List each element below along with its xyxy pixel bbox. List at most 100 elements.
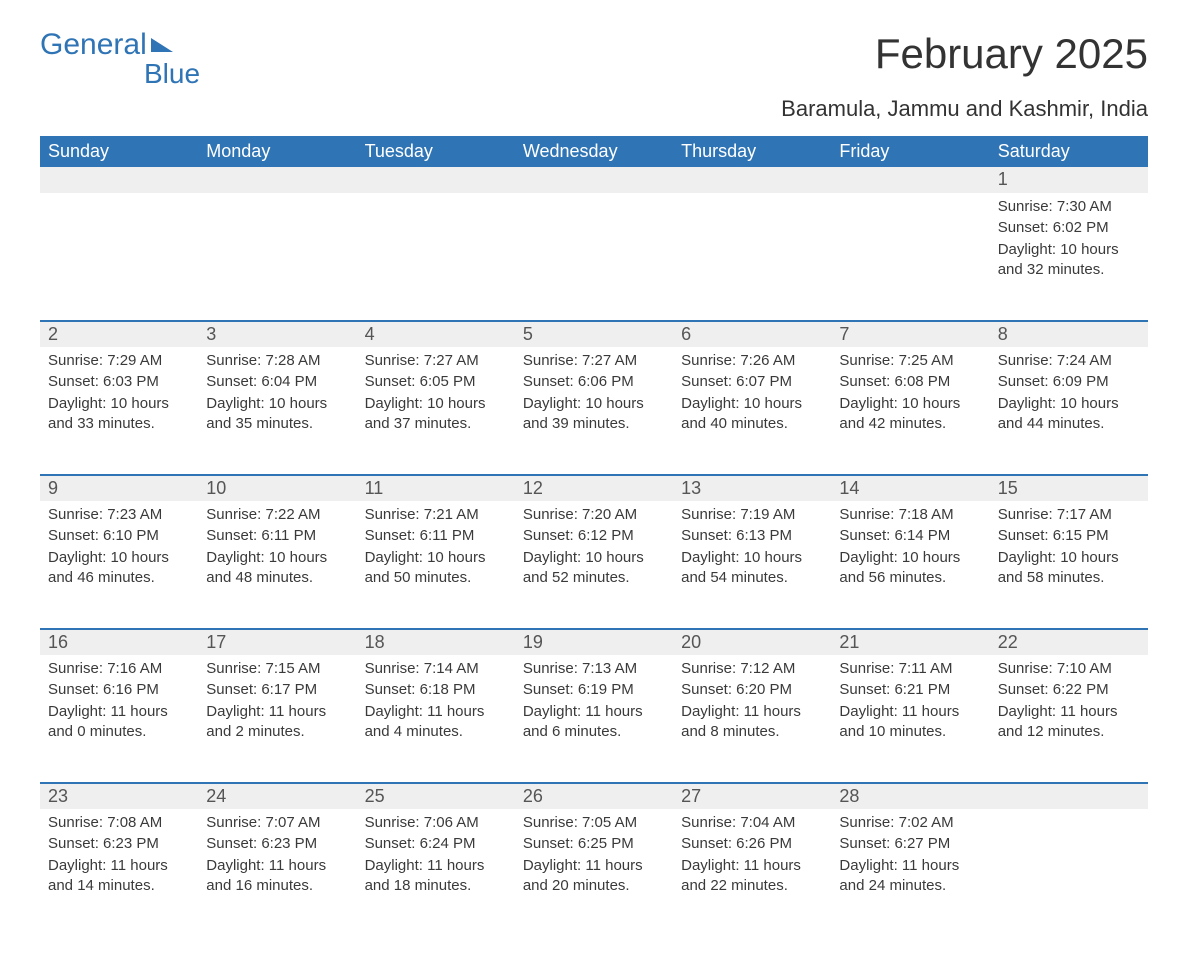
title-block: February 2025 Baramula, Jammu and Kashmi…	[781, 30, 1148, 130]
sunrise-line: Sunrise: 7:29 AM	[48, 351, 190, 371]
day-cell	[198, 193, 356, 321]
day-cell: Sunrise: 7:26 AMSunset: 6:07 PMDaylight:…	[673, 347, 831, 475]
sunrise-line: Sunrise: 7:12 AM	[681, 659, 823, 679]
day-cell-body: Sunrise: 7:22 AMSunset: 6:11 PMDaylight:…	[198, 501, 356, 599]
sunset-line: Sunset: 6:04 PM	[206, 372, 348, 392]
day-header: Wednesday	[515, 136, 673, 167]
day-cell-body: Sunrise: 7:26 AMSunset: 6:07 PMDaylight:…	[673, 347, 831, 445]
day-number-cell: 15	[990, 475, 1148, 501]
logo-word-1: General	[40, 30, 147, 60]
sunrise-line: Sunrise: 7:18 AM	[839, 505, 981, 525]
day-cell: Sunrise: 7:15 AMSunset: 6:17 PMDaylight:…	[198, 655, 356, 783]
sunrise-line: Sunrise: 7:08 AM	[48, 813, 190, 833]
day-number-cell: 18	[357, 629, 515, 655]
day-cell: Sunrise: 7:27 AMSunset: 6:06 PMDaylight:…	[515, 347, 673, 475]
daylight-line: Daylight: 11 hours and 4 minutes.	[365, 702, 507, 743]
day-cell-body: Sunrise: 7:24 AMSunset: 6:09 PMDaylight:…	[990, 347, 1148, 445]
sunset-line: Sunset: 6:10 PM	[48, 526, 190, 546]
day-cell: Sunrise: 7:27 AMSunset: 6:05 PMDaylight:…	[357, 347, 515, 475]
sunset-line: Sunset: 6:03 PM	[48, 372, 190, 392]
day-cell: Sunrise: 7:12 AMSunset: 6:20 PMDaylight:…	[673, 655, 831, 783]
daylight-line: Daylight: 11 hours and 14 minutes.	[48, 856, 190, 897]
sunrise-line: Sunrise: 7:17 AM	[998, 505, 1140, 525]
sunset-line: Sunset: 6:16 PM	[48, 680, 190, 700]
sunset-line: Sunset: 6:02 PM	[998, 218, 1140, 238]
sunrise-line: Sunrise: 7:05 AM	[523, 813, 665, 833]
sunrise-line: Sunrise: 7:19 AM	[681, 505, 823, 525]
day-number-cell: 21	[831, 629, 989, 655]
sunset-line: Sunset: 6:26 PM	[681, 834, 823, 854]
sunrise-line: Sunrise: 7:15 AM	[206, 659, 348, 679]
day-cell: Sunrise: 7:30 AMSunset: 6:02 PMDaylight:…	[990, 193, 1148, 321]
sunset-line: Sunset: 6:14 PM	[839, 526, 981, 546]
sunrise-line: Sunrise: 7:24 AM	[998, 351, 1140, 371]
daylight-line: Daylight: 10 hours and 46 minutes.	[48, 548, 190, 589]
logo: General Blue	[40, 30, 200, 88]
day-number-cell	[357, 167, 515, 193]
daylight-line: Daylight: 11 hours and 24 minutes.	[839, 856, 981, 897]
day-cell-body: Sunrise: 7:23 AMSunset: 6:10 PMDaylight:…	[40, 501, 198, 599]
sunset-line: Sunset: 6:23 PM	[48, 834, 190, 854]
day-cell: Sunrise: 7:11 AMSunset: 6:21 PMDaylight:…	[831, 655, 989, 783]
day-cell: Sunrise: 7:23 AMSunset: 6:10 PMDaylight:…	[40, 501, 198, 629]
day-number-cell: 13	[673, 475, 831, 501]
daylight-line: Daylight: 11 hours and 0 minutes.	[48, 702, 190, 743]
sunrise-line: Sunrise: 7:20 AM	[523, 505, 665, 525]
day-number-cell: 8	[990, 321, 1148, 347]
daylight-line: Daylight: 10 hours and 35 minutes.	[206, 394, 348, 435]
daylight-line: Daylight: 11 hours and 6 minutes.	[523, 702, 665, 743]
day-cell	[673, 193, 831, 321]
day-number-cell: 1	[990, 167, 1148, 193]
day-cell: Sunrise: 7:21 AMSunset: 6:11 PMDaylight:…	[357, 501, 515, 629]
day-number-cell: 10	[198, 475, 356, 501]
sunrise-line: Sunrise: 7:13 AM	[523, 659, 665, 679]
sunrise-line: Sunrise: 7:25 AM	[839, 351, 981, 371]
daylight-line: Daylight: 10 hours and 54 minutes.	[681, 548, 823, 589]
day-cell-body: Sunrise: 7:10 AMSunset: 6:22 PMDaylight:…	[990, 655, 1148, 753]
sunrise-line: Sunrise: 7:22 AM	[206, 505, 348, 525]
daylight-line: Daylight: 11 hours and 20 minutes.	[523, 856, 665, 897]
daylight-line: Daylight: 10 hours and 40 minutes.	[681, 394, 823, 435]
day-header: Thursday	[673, 136, 831, 167]
day-cell	[357, 193, 515, 321]
daylight-line: Daylight: 11 hours and 22 minutes.	[681, 856, 823, 897]
day-header: Sunday	[40, 136, 198, 167]
sunset-line: Sunset: 6:20 PM	[681, 680, 823, 700]
day-number-cell: 19	[515, 629, 673, 655]
daylight-line: Daylight: 11 hours and 18 minutes.	[365, 856, 507, 897]
day-number-cell: 26	[515, 783, 673, 809]
day-number-cell: 16	[40, 629, 198, 655]
day-cell	[40, 193, 198, 321]
week-content-row: Sunrise: 7:23 AMSunset: 6:10 PMDaylight:…	[40, 501, 1148, 629]
sunset-line: Sunset: 6:19 PM	[523, 680, 665, 700]
day-number-cell: 12	[515, 475, 673, 501]
sunset-line: Sunset: 6:05 PM	[365, 372, 507, 392]
day-cell-body: Sunrise: 7:29 AMSunset: 6:03 PMDaylight:…	[40, 347, 198, 445]
day-cell-body: Sunrise: 7:21 AMSunset: 6:11 PMDaylight:…	[357, 501, 515, 599]
daylight-line: Daylight: 10 hours and 56 minutes.	[839, 548, 981, 589]
sunrise-line: Sunrise: 7:02 AM	[839, 813, 981, 833]
week-content-row: Sunrise: 7:30 AMSunset: 6:02 PMDaylight:…	[40, 193, 1148, 321]
week-content-row: Sunrise: 7:16 AMSunset: 6:16 PMDaylight:…	[40, 655, 1148, 783]
sunset-line: Sunset: 6:11 PM	[206, 526, 348, 546]
daylight-line: Daylight: 10 hours and 42 minutes.	[839, 394, 981, 435]
day-number-cell	[831, 167, 989, 193]
sunset-line: Sunset: 6:25 PM	[523, 834, 665, 854]
daylight-line: Daylight: 10 hours and 52 minutes.	[523, 548, 665, 589]
sunrise-line: Sunrise: 7:14 AM	[365, 659, 507, 679]
day-number-cell: 27	[673, 783, 831, 809]
day-cell-body: Sunrise: 7:16 AMSunset: 6:16 PMDaylight:…	[40, 655, 198, 753]
sunrise-line: Sunrise: 7:16 AM	[48, 659, 190, 679]
sunrise-line: Sunrise: 7:28 AM	[206, 351, 348, 371]
day-number-cell	[673, 167, 831, 193]
sunrise-line: Sunrise: 7:27 AM	[365, 351, 507, 371]
sunrise-line: Sunrise: 7:23 AM	[48, 505, 190, 525]
daylight-line: Daylight: 10 hours and 32 minutes.	[998, 240, 1140, 281]
day-number-cell: 9	[40, 475, 198, 501]
day-cell-body: Sunrise: 7:28 AMSunset: 6:04 PMDaylight:…	[198, 347, 356, 445]
sunset-line: Sunset: 6:15 PM	[998, 526, 1140, 546]
day-header: Friday	[831, 136, 989, 167]
day-number-cell: 11	[357, 475, 515, 501]
sunset-line: Sunset: 6:12 PM	[523, 526, 665, 546]
sunrise-line: Sunrise: 7:10 AM	[998, 659, 1140, 679]
